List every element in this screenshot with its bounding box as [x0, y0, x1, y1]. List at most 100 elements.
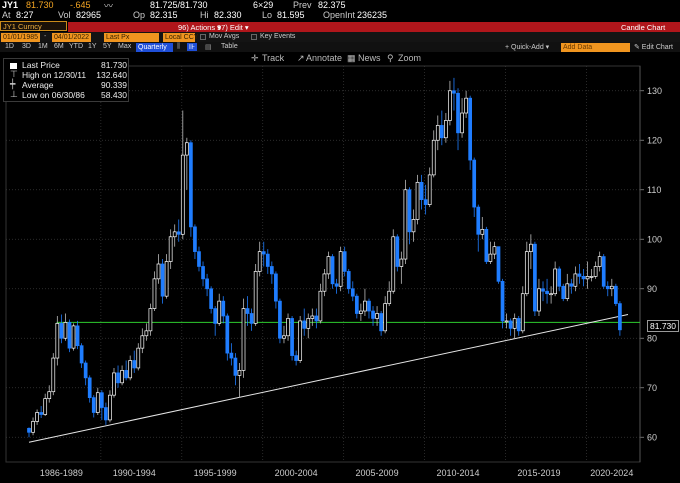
candle-up: [480, 229, 485, 235]
candle-up: [597, 256, 602, 267]
range-1m[interactable]: 1M: [38, 43, 48, 50]
candle-up: [553, 268, 557, 295]
candle-up: [144, 330, 149, 337]
candle-down: [91, 397, 96, 413]
candle-up: [375, 313, 379, 319]
candle-down: [496, 246, 501, 282]
range-bar: [0, 42, 680, 52]
candle-down: [601, 256, 606, 287]
zoom-button[interactable]: Zoom: [398, 53, 422, 63]
candle-down: [189, 142, 193, 228]
add-data-field[interactable]: Add Data: [561, 43, 630, 52]
key-events-checkbox[interactable]: [251, 34, 257, 40]
currency-select[interactable]: Local CCY: [163, 33, 199, 42]
y-tick-label: 80: [647, 333, 657, 343]
candle-down: [484, 229, 489, 262]
range-3d[interactable]: 3D: [22, 43, 31, 50]
candle-down: [87, 377, 92, 399]
candle-up: [136, 347, 141, 369]
actions-menu[interactable]: 96) Actions ▾: [178, 23, 221, 32]
low-label: Lo: [262, 10, 273, 20]
candle-down: [209, 288, 213, 309]
candle-down: [233, 357, 238, 376]
range-6m[interactable]: 6M: [54, 43, 64, 50]
candle-up: [257, 251, 262, 272]
annotate-button[interactable]: Annotate: [306, 53, 343, 63]
period-select[interactable]: Quarterly: [136, 43, 173, 52]
x-tick-label: 2020-2024: [590, 468, 633, 478]
candle-up: [71, 325, 76, 349]
x-tick-label: 2015-2019: [517, 468, 560, 478]
candle-down: [197, 251, 201, 267]
table-icon[interactable]: ▤: [205, 44, 212, 51]
track-icon[interactable]: ✛: [251, 53, 259, 63]
candle-up: [172, 231, 177, 238]
edit-menu[interactable]: 97) Edit ▾: [217, 23, 249, 32]
candle-down: [407, 189, 412, 233]
last-price-swatch: [10, 63, 17, 69]
legend: Last Price 81.730 ⊤ High on 12/30/11 132…: [3, 58, 129, 102]
start-date-field[interactable]: 01/01/1985: [1, 33, 41, 42]
security-field[interactable]: JY1 Curncy: [0, 21, 67, 31]
candle-up: [140, 335, 145, 349]
candle-down: [302, 320, 307, 329]
quick-add-button[interactable]: + Quick-Add ▾: [505, 44, 550, 51]
bid-ask-value: 81.725/81.730: [150, 0, 208, 10]
zoom-icon[interactable]: ⚲: [387, 53, 394, 63]
candle-down: [557, 268, 562, 287]
edit-chart-button[interactable]: ✎ Edit Chart: [634, 44, 673, 51]
news-button[interactable]: News: [358, 53, 381, 63]
end-date-field[interactable]: 04/01/2022: [52, 33, 92, 42]
candle-down: [367, 300, 371, 312]
y-tick-label: 120: [647, 135, 662, 145]
range-1y[interactable]: 1Y: [88, 43, 97, 50]
candle-down: [274, 273, 278, 302]
candle-up: [47, 391, 52, 399]
chart-type-icon[interactable]: ⫼: [177, 43, 181, 50]
candle-down: [213, 308, 218, 324]
x-tick-label: 2010-2014: [436, 468, 479, 478]
prev-value: 82.375: [318, 0, 346, 10]
candle-down: [83, 362, 88, 379]
mov-avgs-checkbox[interactable]: [200, 34, 206, 40]
date-separator: -: [44, 33, 47, 40]
open-label: Op: [133, 10, 146, 20]
candle-up: [237, 370, 242, 376]
candle-down: [350, 288, 355, 297]
news-icon[interactable]: ▦: [347, 53, 356, 63]
candle-up: [435, 125, 440, 141]
table-button[interactable]: Table: [221, 43, 238, 50]
range-ytd[interactable]: YTD: [69, 43, 83, 50]
last-price-value: 81.730: [26, 0, 54, 10]
candle-up: [415, 181, 420, 220]
range-5y[interactable]: 5Y: [103, 43, 112, 50]
mov-avgs-label: Mov Avgs: [209, 33, 240, 40]
size-value: 6×29: [253, 0, 274, 10]
track-button[interactable]: Track: [262, 53, 285, 63]
trend-line: [28, 314, 629, 443]
legend-row-last-price: Last Price 81.730: [4, 60, 130, 70]
legend-row-average: ┿ Average 90.339: [10, 79, 127, 90]
candle-down: [354, 295, 359, 314]
range-1d[interactable]: 1D: [5, 43, 14, 50]
candle-up: [492, 246, 497, 255]
low-value: 81.595: [277, 10, 305, 20]
candle-up: [565, 283, 570, 299]
candle-up: [322, 273, 327, 292]
candle-up: [95, 392, 100, 413]
annotate-icon[interactable]: ↗: [297, 53, 305, 63]
candle-down: [294, 355, 298, 361]
candle-up: [180, 154, 185, 235]
candle-up: [504, 320, 509, 323]
prev-label: Prev: [293, 0, 312, 10]
candle-type-icon[interactable]: ⊪: [187, 43, 198, 51]
range-max[interactable]: Max: [118, 43, 132, 50]
candle-up: [460, 112, 464, 134]
candle-up: [359, 310, 363, 314]
candle-down: [346, 271, 351, 290]
open-interest-value: 236235: [357, 10, 388, 20]
candle-down: [39, 412, 43, 415]
candle-down: [249, 313, 254, 324]
price-field-select[interactable]: Last Px: [104, 33, 159, 42]
